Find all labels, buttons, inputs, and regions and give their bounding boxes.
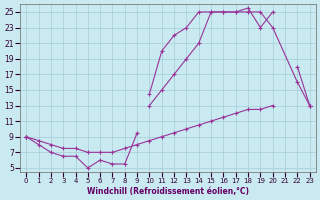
X-axis label: Windchill (Refroidissement éolien,°C): Windchill (Refroidissement éolien,°C)	[87, 187, 249, 196]
